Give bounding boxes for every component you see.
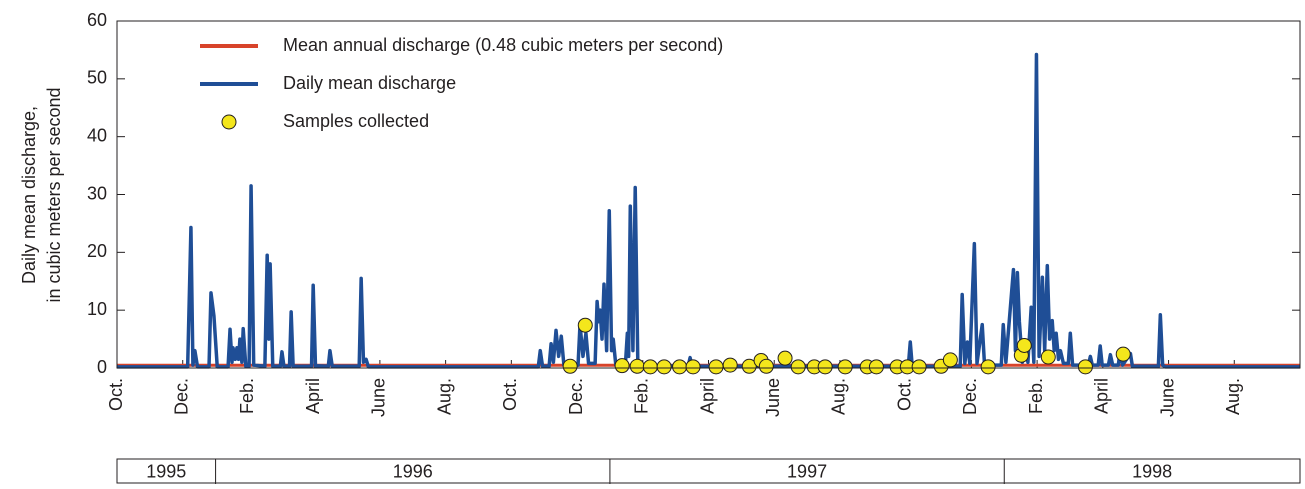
legend-label: Samples collected	[283, 111, 429, 131]
year-band	[116, 458, 1301, 484]
legend-label: Daily mean discharge	[283, 73, 456, 93]
sample-point	[562, 358, 578, 374]
x-tick-label: Dec.	[171, 378, 191, 415]
y-tick-label: 60	[87, 10, 107, 30]
sample-point	[741, 358, 757, 374]
sample-point	[708, 359, 724, 375]
sample-point	[911, 359, 927, 375]
y-tick-label: 10	[87, 299, 107, 319]
sample-point	[1040, 349, 1056, 365]
sample-point	[629, 358, 645, 374]
x-tick-label: Oct.	[500, 378, 520, 411]
x-tick-label: June	[763, 378, 783, 417]
sample-point	[777, 350, 793, 366]
sample-point	[577, 317, 593, 333]
y-tick-label: 50	[87, 68, 107, 88]
x-tick-label: Dec.	[566, 378, 586, 415]
x-tick-label: Aug.	[1223, 378, 1243, 415]
sample-point	[614, 358, 630, 374]
x-tick-label: April	[697, 378, 717, 414]
year-label: 1997	[787, 461, 827, 481]
sample-point	[980, 359, 996, 375]
y-axis-title-line: Daily mean discharge,	[19, 106, 39, 284]
sample-point	[1016, 337, 1032, 353]
y-tick-label: 40	[87, 125, 107, 145]
y-axis-title: Daily mean discharge, in cubic meters pe…	[19, 87, 64, 302]
x-tick-label: Oct.	[894, 378, 914, 411]
sample-point	[868, 359, 884, 375]
plot-frame	[116, 20, 1301, 369]
y-tick-label: 0	[97, 357, 107, 377]
sample-point	[656, 359, 672, 375]
legend-marker	[221, 114, 237, 130]
x-tick-label: April	[303, 378, 323, 414]
sample-point	[942, 352, 958, 368]
year-label: 1996	[393, 461, 433, 481]
x-tick-label: Aug.	[434, 378, 454, 415]
y-tick-label: 20	[87, 241, 107, 261]
year-label: 1995	[146, 461, 186, 481]
y-axis-title-line: in cubic meters per second	[44, 87, 64, 302]
x-tick-label: June	[369, 378, 389, 417]
y-tick-label: 30	[87, 183, 107, 203]
x-tick-label: Aug.	[829, 378, 849, 415]
sample-point	[758, 358, 774, 374]
sample-point	[722, 357, 738, 373]
x-tick-label: Oct.	[106, 378, 126, 411]
sample-point	[642, 359, 658, 375]
sample-point	[790, 359, 806, 375]
x-tick-label: Dec.	[960, 378, 980, 415]
year-label: 1998	[1132, 461, 1172, 481]
x-tick-label: June	[1157, 378, 1177, 417]
sample-point	[672, 359, 688, 375]
series-line	[117, 52, 1300, 369]
sample-point	[837, 359, 853, 375]
x-tick-label: Feb.	[237, 378, 257, 414]
x-tick-label: Feb.	[632, 378, 652, 414]
sample-point	[685, 359, 701, 375]
legend-label: Mean annual discharge (0.48 cubic meters…	[283, 35, 723, 55]
sample-point	[817, 359, 833, 375]
x-tick-label: April	[1092, 378, 1112, 414]
x-tick-label: Feb.	[1026, 378, 1046, 414]
sample-point	[1077, 359, 1093, 375]
sample-point	[1115, 346, 1131, 362]
